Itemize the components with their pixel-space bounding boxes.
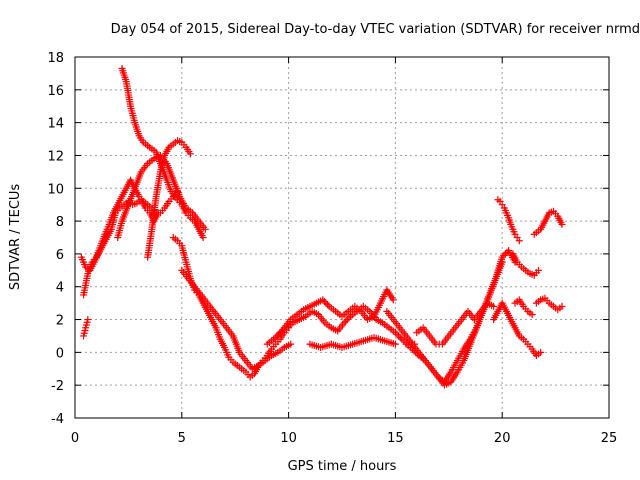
- satellite-track-20: [530, 207, 566, 238]
- satellite-track-1: [118, 64, 207, 241]
- data-point-interp: [501, 250, 509, 258]
- x-tick-label: 20: [494, 431, 511, 446]
- plot-frame: [74, 56, 610, 419]
- data-point: [498, 253, 506, 261]
- data-point: [558, 220, 566, 228]
- tick-layer: 0 5 10 15 20 25 -4 -2 0 2 4 6 8 10 12 14 16 18: [47, 51, 617, 446]
- y-tick-label: 0: [56, 346, 64, 361]
- satellite-track-2: [144, 137, 194, 261]
- y-tick-label: -4: [51, 412, 64, 427]
- data-point-interp: [274, 330, 282, 338]
- data-point: [270, 335, 278, 343]
- y-tick-label: 2: [56, 314, 64, 329]
- y-axis-label: SDTVAR / TECUs: [8, 184, 23, 291]
- data-point: [408, 345, 416, 353]
- y-tick-label: 10: [47, 182, 64, 197]
- data-point: [391, 340, 399, 348]
- satellite-track-16: [509, 250, 543, 279]
- grid-layer: [75, 57, 609, 418]
- data-point-interp: [500, 252, 508, 260]
- data-point-interp: [324, 301, 332, 309]
- data-point: [84, 316, 92, 324]
- x-tick-label: 5: [178, 431, 186, 446]
- y-tick-label: 14: [47, 117, 64, 132]
- data-point: [490, 302, 498, 310]
- data-point-interp: [412, 348, 420, 356]
- data-point: [537, 348, 545, 356]
- data-point: [391, 329, 399, 337]
- satellite-track-6: [80, 316, 92, 340]
- satellite-track-17: [490, 299, 545, 360]
- data-point-interp: [393, 330, 401, 338]
- data-point-interp: [342, 317, 350, 325]
- y-tick-label: 18: [47, 51, 64, 66]
- data-point: [389, 296, 397, 304]
- y-tick-label: 16: [47, 84, 64, 99]
- data-point-interp: [271, 334, 279, 342]
- data-point: [199, 234, 207, 241]
- y-tick-label: 4: [56, 281, 64, 296]
- y-tick-label: 6: [56, 248, 64, 263]
- data-point: [319, 296, 327, 304]
- data-point-interp: [322, 299, 330, 307]
- data-point: [287, 340, 295, 348]
- data-point: [558, 302, 566, 310]
- data-point: [186, 150, 194, 158]
- satellite-track-14: [413, 299, 498, 348]
- satellite-track-18: [511, 296, 536, 319]
- data-point: [340, 319, 348, 327]
- data-point: [201, 225, 209, 233]
- data-point: [154, 209, 162, 217]
- satellite-track-8: [178, 266, 295, 373]
- data-point-interp: [395, 332, 403, 340]
- satellite-track-15: [494, 196, 523, 245]
- marker-layer: [77, 64, 566, 389]
- y-tick-label: 8: [56, 215, 64, 230]
- satellite-track-11: [306, 334, 399, 351]
- data-point-interp: [345, 314, 353, 322]
- data-point-interp: [410, 347, 418, 355]
- data-point-interp: [396, 334, 404, 342]
- x-tick-label: 10: [280, 431, 297, 446]
- satellite-track-7: [169, 234, 293, 381]
- satellite-track-5: [114, 151, 209, 241]
- data-point-interp: [413, 350, 421, 358]
- y-tick-label: -2: [51, 379, 64, 394]
- chart-title: Day 054 of 2015, Sidereal Day-to-day VTE…: [111, 22, 640, 37]
- x-tick-label: 25: [601, 431, 618, 446]
- satellite-track-4: [77, 196, 162, 274]
- data-point: [535, 266, 543, 274]
- data-point-interp: [343, 316, 351, 324]
- x-tick-label: 15: [387, 431, 404, 446]
- data-point: [515, 237, 523, 245]
- y-tick-label: 12: [47, 149, 64, 164]
- x-axis-label: GPS time / hours: [288, 459, 397, 474]
- data-point: [528, 311, 536, 319]
- x-tick-label: 0: [71, 431, 79, 446]
- satellite-track-12: [383, 258, 506, 389]
- satellite-track-19: [532, 294, 566, 314]
- data-point-interp: [320, 297, 328, 305]
- data-point-interp: [273, 332, 281, 340]
